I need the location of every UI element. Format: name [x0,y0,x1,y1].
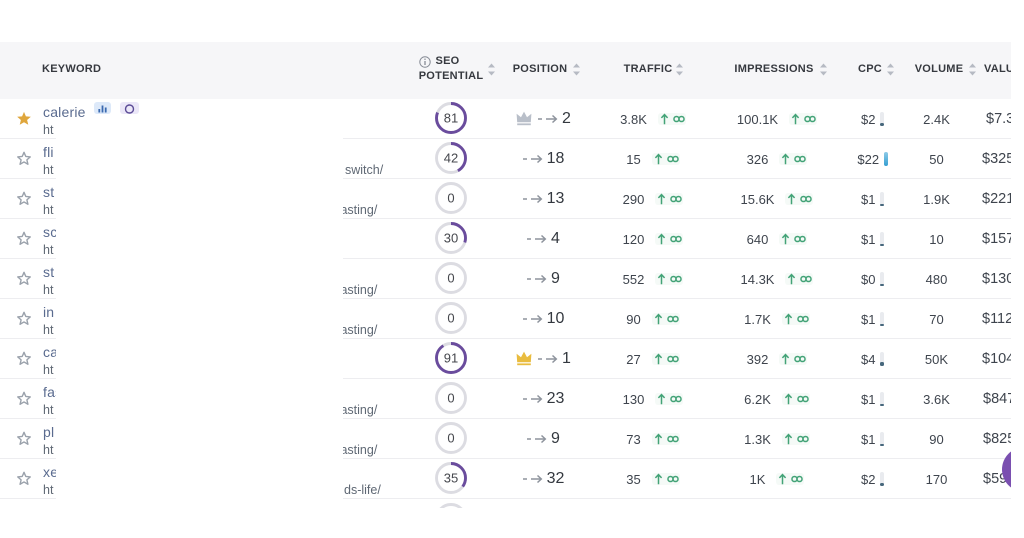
svg-text:91: 91 [444,351,458,366]
svg-text:0: 0 [447,271,454,286]
svg-text:42: 42 [444,151,458,166]
svg-text:0: 0 [447,431,454,446]
svg-text:35: 35 [444,471,458,486]
svg-text:30: 30 [444,231,458,246]
svg-text:81: 81 [444,111,458,126]
svg-text:0: 0 [447,391,454,406]
svg-text:0: 0 [447,311,454,326]
svg-text:0: 0 [447,191,454,206]
